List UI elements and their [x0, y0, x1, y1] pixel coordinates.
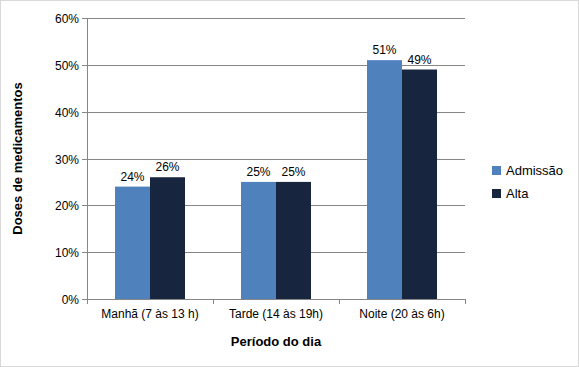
- x-tick-label: Tarde (14 às 19h): [229, 307, 323, 321]
- legend: Admissão Alta: [492, 163, 563, 201]
- tick-mark: [82, 112, 87, 113]
- bar: [367, 60, 402, 299]
- bars: [115, 60, 437, 299]
- x-tick-mark: [87, 299, 88, 304]
- x-axis-line: [87, 299, 465, 300]
- grid: [82, 19, 465, 300]
- tick-mark: [82, 299, 87, 300]
- data-label: 49%: [407, 53, 431, 67]
- x-tick-label: Manhã (7 às 13 h): [101, 307, 198, 321]
- tick-mark: [82, 159, 87, 160]
- bar: [402, 70, 437, 299]
- grid-line: [87, 299, 465, 300]
- tick-mark: [82, 252, 87, 253]
- data-label: 51%: [372, 43, 396, 57]
- legend-swatch: [492, 189, 501, 198]
- y-tick-label: 50%: [55, 59, 79, 73]
- x-tick-mark: [339, 299, 340, 304]
- data-label: 25%: [281, 165, 305, 179]
- x-tick-label: Noite (20 às 6h): [359, 307, 444, 321]
- x-tick-mark: [213, 299, 214, 304]
- data-label: 25%: [246, 165, 270, 179]
- y-axis-line: [87, 18, 88, 299]
- chart-frame: [1, 1, 579, 367]
- data-label: 26%: [155, 160, 179, 174]
- bar: [150, 177, 185, 299]
- data-label: 24%: [120, 170, 144, 184]
- chart-svg: 0% 10% 20% 30% 40% 50% 60% 24% 25% 51% 26% 25% 49% Ma…: [0, 0, 579, 367]
- y-tick-label: 10%: [55, 246, 79, 260]
- chart-container: 0% 10% 20% 30% 40% 50% 60% 24% 25% 51% 26% 25% 49% Ma…: [0, 0, 579, 367]
- x-tick-mark: [465, 299, 466, 304]
- y-axis-title: Doses de medicamentos: [10, 82, 25, 234]
- tick-mark: [82, 205, 87, 206]
- x-axis-title: Período do dia: [231, 334, 322, 349]
- bar: [115, 187, 150, 299]
- legend-swatch: [492, 166, 501, 175]
- grid-line: [87, 18, 465, 19]
- y-tick-label: 20%: [55, 199, 79, 213]
- y-tick-label: 30%: [55, 153, 79, 167]
- y-tick-label: 0%: [62, 293, 80, 307]
- bar: [276, 182, 311, 299]
- y-tick-label: 60%: [55, 12, 79, 26]
- y-tick-label: 40%: [55, 106, 79, 120]
- tick-mark: [82, 18, 87, 19]
- legend-label: Alta: [506, 186, 529, 201]
- bar: [241, 182, 276, 299]
- tick-mark: [82, 65, 87, 66]
- legend-label: Admissão: [506, 163, 563, 178]
